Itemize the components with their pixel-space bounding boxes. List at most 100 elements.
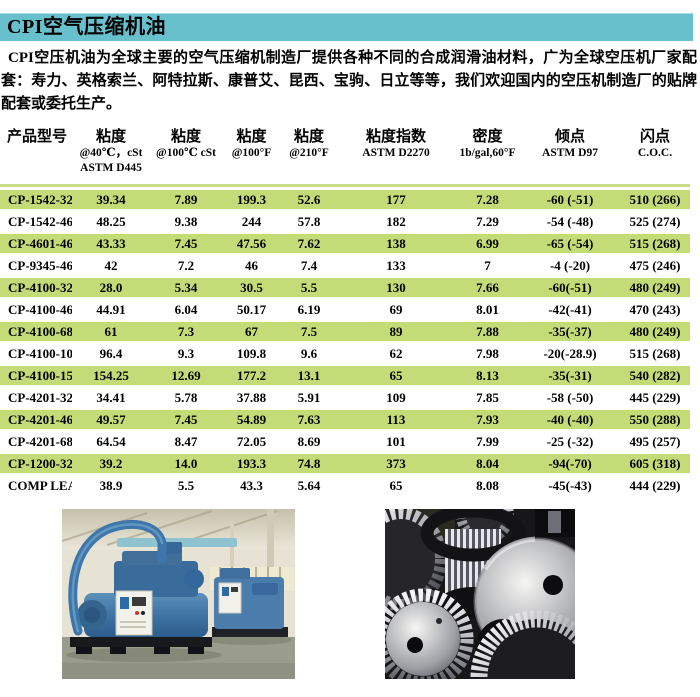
table-cell: 550 (288) <box>620 410 690 429</box>
table-row: CP-9345-46 42 7.2 46 7.4 133 7 -4 (-20) 475 (246… <box>0 256 690 275</box>
table-cell: CP-4100-68 <box>0 322 72 341</box>
table-cell: 113 <box>337 410 455 429</box>
table-cell: 101 <box>386 433 406 449</box>
table-cell: 7.99 <box>476 433 499 449</box>
table-row: CP-4100-46 44.91 6.04 50.17 6.19 69 8.01 -42(-4… <box>0 300 690 319</box>
table-row: CP-4100-68 61 7.3 67 7.5 89 7.88 -35(-37) 480 (2… <box>0 322 690 341</box>
table-cell: 480 (249) <box>620 278 690 297</box>
table-cell: 445 (229) <box>629 389 681 405</box>
table-cell: 193.3 <box>222 454 281 473</box>
table-cell: CP-4201-46 <box>0 410 72 429</box>
table-row: CP-4201-68 64.54 8.47 72.05 8.69 101 7.99 -25 (… <box>0 432 690 451</box>
table-cell: -40 (-40) <box>520 410 620 429</box>
table-cell: CP-1200-32 <box>0 454 72 473</box>
table-cell: 74.8 <box>281 454 337 473</box>
table-cell: 7.2 <box>177 257 195 273</box>
table-cell: 46 <box>245 257 258 273</box>
table-row: CP-4100-150154.2512.69177.213.1658.13-35… <box>0 366 690 385</box>
table-cell: -54 (-48) <box>546 213 594 229</box>
table-row: CP-1200-32 39.2 14.0 193.3 74.8 373 8.04 -94(-7… <box>0 454 690 473</box>
table-cell: 52.6 <box>281 190 337 209</box>
table-cell: -35(-31) <box>520 366 620 385</box>
table-row: CP-4601-46 43.33 7.45 47.56 7.62 138 6.99 -65 (… <box>0 234 690 253</box>
table-cell: -94(-70) <box>520 454 620 473</box>
table-cell: -60(-51) <box>520 278 620 297</box>
table-cell: 65 <box>337 366 455 385</box>
table-cell: 7.45 <box>150 234 222 253</box>
table-cell: 5.64 <box>297 477 321 493</box>
table-cell: 7.3 <box>150 322 222 341</box>
table-cell: 7.62 <box>281 234 337 253</box>
table-cell: 7.63 <box>281 410 337 429</box>
table-cell: 7.88 <box>455 322 520 341</box>
table-cell: -65 (-54) <box>520 234 620 253</box>
table-cell: 14.0 <box>150 454 222 473</box>
table-cell: 30.5 <box>222 278 281 297</box>
table-cell: 65 <box>389 477 403 493</box>
table-cell: 7.45 <box>150 410 222 429</box>
table-cell: 109.8 <box>236 345 267 361</box>
page-title: CPI空气压缩机油 <box>7 16 166 38</box>
table-cell: 37.88 <box>236 389 267 405</box>
table-cell: 133 <box>386 257 406 273</box>
table-cell: 109 <box>386 389 406 405</box>
table-cell: -58 (-50) <box>546 389 594 405</box>
table-cell: 480 (249) <box>620 322 690 341</box>
table-cell: 69 <box>389 301 403 317</box>
table-cell: CP-4100-46 <box>8 301 72 317</box>
table-cell: 72.05 <box>236 433 267 449</box>
table-cell: 8.04 <box>455 454 520 473</box>
gear-bottom-left <box>385 588 474 679</box>
table-cell: 7.98 <box>476 345 499 361</box>
table-cell: 7.4 <box>300 257 318 273</box>
table-cell: 7.66 <box>455 278 520 297</box>
table-cell: 130 <box>337 278 455 297</box>
table-cell: 8.01 <box>476 301 499 317</box>
table-cell: 7.5 <box>281 322 337 341</box>
table-cell: 5.78 <box>174 389 198 405</box>
table-cell: 8.47 <box>174 433 198 449</box>
table-cell: 154.25 <box>72 366 150 385</box>
table-cell: 49.57 <box>72 410 150 429</box>
table-cell: 605 (318) <box>620 454 690 473</box>
table-cell: 5.5 <box>177 477 195 493</box>
table-cell: CP-9345-46 <box>8 257 72 273</box>
gear-helical <box>470 610 575 679</box>
column-header: 粘度 @210°F <box>281 126 337 187</box>
table-cell: 7.28 <box>455 190 520 209</box>
table-cell: 8.69 <box>297 433 321 449</box>
table-cell: 42 <box>104 257 118 273</box>
table-cell: 47.56 <box>222 234 281 253</box>
column-header: 粘度 @100°F <box>222 126 281 187</box>
table-cell: 177.2 <box>222 366 281 385</box>
table-cell: 38.9 <box>99 477 123 493</box>
table-cell: 34.41 <box>96 389 126 405</box>
table-cell: CP-4201-68 <box>8 433 72 449</box>
table-cell: 475 (246) <box>629 257 681 273</box>
table-cell: 89 <box>337 322 455 341</box>
table-cell: 5.34 <box>150 278 222 297</box>
table-cell: CP-1542-32 <box>0 190 72 209</box>
table-row: CP-4100-32 28.0 5.34 30.5 5.5 130 7.66 -60(-51)… <box>0 278 690 297</box>
table-cell: -60 (-51) <box>520 190 620 209</box>
table-row: CP-4201-46 49.57 7.45 54.89 7.63 113 7.93 -40 (… <box>0 410 690 429</box>
table-cell: 515 (268) <box>629 345 681 361</box>
column-header: 粘度指数 ASTM D2270 <box>337 126 455 187</box>
table-cell: 177 <box>337 190 455 209</box>
table-cell: 13.1 <box>281 366 337 385</box>
table-cell: 43.33 <box>72 234 150 253</box>
table-cell: 48.25 <box>96 213 126 229</box>
table-cell: 5.91 <box>297 389 321 405</box>
table-cell: 50.17 <box>236 301 267 317</box>
table-cell: 510 (266) <box>620 190 690 209</box>
compressor-photo <box>62 509 295 679</box>
rear-compressor <box>212 568 288 637</box>
table-cell: 7 <box>484 257 491 273</box>
page-title-bar: CPI空气压缩机油 <box>0 13 693 41</box>
photo-strip <box>62 509 700 679</box>
table-cell: 62 <box>389 345 403 361</box>
main-compressor <box>68 519 212 654</box>
table-cell: 9.6 <box>300 345 318 361</box>
spec-table-body: CP-1542-32 39.34 7.89 199.3 52.6 177 7.28 -60 (… <box>0 190 690 495</box>
table-cell: CP-4100-100 <box>8 345 72 361</box>
